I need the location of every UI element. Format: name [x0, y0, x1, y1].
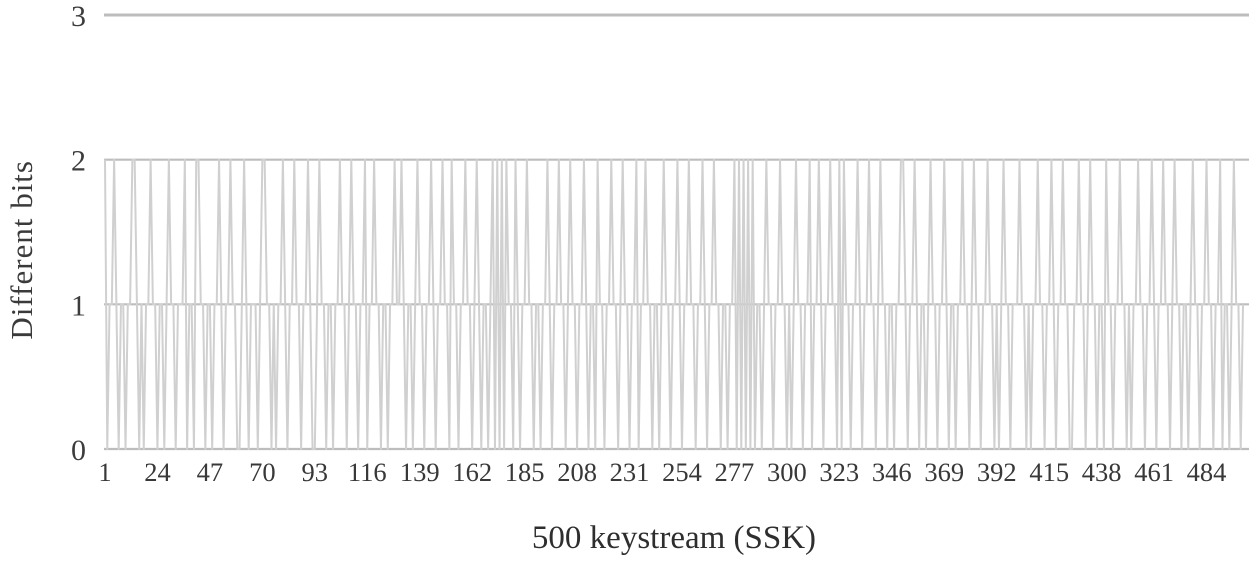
x-tick-label: 93: [302, 457, 329, 487]
x-tick-label: 438: [1082, 457, 1122, 487]
data-series-line: [104, 158, 1244, 450]
x-tick-label: 415: [1029, 457, 1069, 487]
y-tick-label: 1: [71, 289, 86, 322]
x-tick-label: 277: [715, 457, 755, 487]
x-tick-label: 208: [557, 457, 597, 487]
y-tick-label: 2: [71, 145, 86, 178]
x-tick-label: 300: [767, 457, 807, 487]
x-tick-label: 323: [819, 457, 859, 487]
x-tick-label: 139: [400, 457, 440, 487]
x-tick-label: 369: [924, 457, 964, 487]
x-tick-label: 231: [610, 457, 650, 487]
x-tick-label: 461: [1134, 457, 1174, 487]
x-tick-label: 185: [505, 457, 545, 487]
x-tick-label: 116: [348, 457, 387, 487]
x-tick-label: 162: [452, 457, 492, 487]
y-tick-label: 3: [71, 0, 86, 33]
x-tick-label: 1: [98, 457, 111, 487]
x-tick-label: 484: [1187, 457, 1227, 487]
y-axis-title: Different bits: [0, 95, 44, 405]
x-tick-label: 24: [144, 457, 171, 487]
x-tick-label: 254: [662, 457, 702, 487]
x-tick-label: 47: [197, 457, 224, 487]
x-tick-label: 346: [872, 457, 912, 487]
y-axis-title-text: Different bits: [4, 160, 39, 340]
x-axis-title: 500 keystream (SSK): [531, 520, 817, 556]
x-tick-label: 70: [249, 457, 276, 487]
x-tick-label: 392: [977, 457, 1017, 487]
y-tick-label: 0: [71, 434, 86, 467]
